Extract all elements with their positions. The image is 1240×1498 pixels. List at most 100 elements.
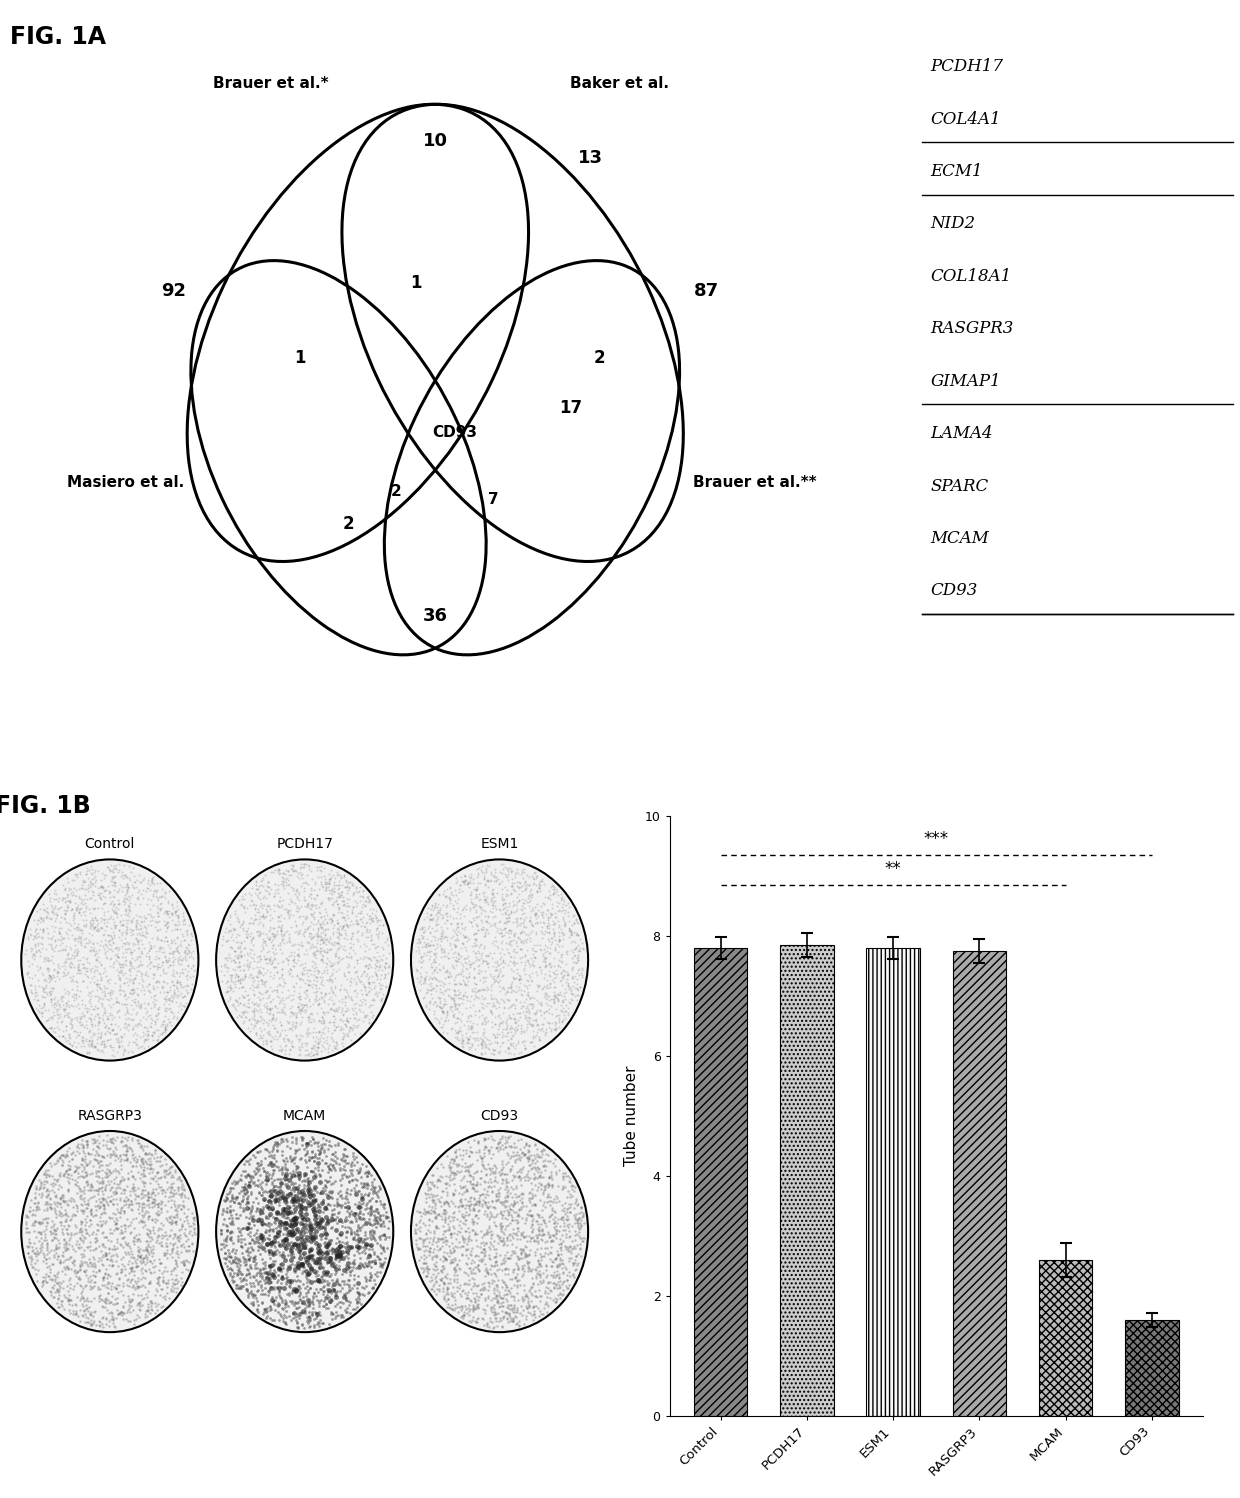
Point: [19, 948, 38, 972]
Bar: [694, 948, 748, 1416]
Point: [135, 1182, 155, 1206]
Point: [99, 954, 119, 978]
Point: [506, 1019, 526, 1043]
Point: [42, 1164, 62, 1188]
Point: [420, 965, 440, 989]
Point: [481, 1146, 501, 1170]
Point: [293, 956, 312, 980]
Point: [231, 893, 250, 917]
Point: [436, 1189, 456, 1213]
Point: [181, 1215, 201, 1239]
Point: [250, 987, 270, 1011]
Point: [299, 1170, 319, 1194]
Point: [232, 1276, 252, 1300]
Point: [79, 1207, 99, 1231]
Point: [26, 1240, 46, 1264]
Point: [553, 1248, 573, 1272]
Point: [522, 882, 542, 906]
Point: [123, 1275, 143, 1299]
Point: [512, 858, 532, 882]
Point: [489, 1188, 508, 1212]
Point: [175, 939, 195, 963]
Point: [237, 1272, 257, 1296]
Point: [68, 992, 88, 1016]
Point: [497, 1008, 517, 1032]
Point: [250, 996, 270, 1020]
Point: [238, 1263, 258, 1287]
Point: [471, 1032, 491, 1056]
Point: [231, 944, 250, 968]
Point: [299, 1131, 319, 1155]
Point: [155, 881, 175, 905]
Point: [73, 888, 93, 912]
Point: [362, 909, 382, 933]
Point: [463, 1212, 482, 1236]
Point: [103, 1308, 123, 1332]
Point: [491, 1215, 511, 1239]
Point: [115, 1126, 135, 1150]
Point: [154, 1010, 174, 1034]
Point: [441, 1248, 461, 1272]
Point: [31, 1173, 51, 1197]
Point: [427, 945, 446, 969]
Point: [41, 1239, 61, 1263]
Point: [246, 881, 265, 905]
Point: [355, 1255, 374, 1279]
Point: [501, 881, 521, 905]
Point: [304, 1260, 324, 1284]
Point: [551, 882, 570, 906]
Point: [454, 872, 474, 896]
Point: [286, 1309, 306, 1333]
Point: [115, 1143, 135, 1167]
Point: [257, 1180, 277, 1204]
Point: [112, 927, 131, 951]
Point: [269, 888, 289, 912]
Point: [234, 980, 254, 1004]
Point: [291, 875, 311, 899]
Point: [415, 1264, 435, 1288]
Point: [141, 926, 161, 950]
Point: [252, 1149, 272, 1173]
Point: [74, 1180, 94, 1204]
Point: [500, 950, 520, 974]
Point: [41, 932, 61, 956]
Point: [412, 935, 432, 959]
Point: [347, 1296, 367, 1320]
Point: [299, 1182, 319, 1206]
Point: [435, 1246, 455, 1270]
Point: [377, 927, 397, 951]
Point: [239, 962, 259, 986]
Point: [296, 896, 316, 920]
Point: [274, 1228, 294, 1252]
Point: [370, 975, 389, 999]
Point: [350, 945, 370, 969]
Point: [341, 947, 361, 971]
Point: [151, 1294, 171, 1318]
Point: [461, 1266, 481, 1290]
Point: [453, 954, 472, 978]
Point: [454, 1165, 474, 1189]
Point: [58, 882, 78, 906]
Point: [99, 1188, 119, 1212]
Point: [267, 1200, 286, 1224]
Point: [319, 968, 339, 992]
Point: [510, 890, 529, 914]
Point: [497, 1177, 517, 1201]
Point: [294, 1290, 314, 1314]
Point: [518, 1149, 538, 1173]
Point: [77, 996, 97, 1020]
Point: [315, 872, 335, 896]
Point: [522, 1303, 542, 1327]
Point: [556, 912, 575, 936]
Point: [104, 893, 124, 917]
Point: [19, 1230, 38, 1254]
Point: [114, 888, 134, 912]
Point: [475, 1029, 495, 1053]
Point: [104, 1275, 124, 1299]
Point: [277, 1134, 296, 1158]
Point: [93, 875, 113, 899]
Point: [482, 1189, 502, 1213]
Point: [520, 986, 539, 1010]
Point: [331, 884, 351, 908]
Point: [73, 1025, 93, 1049]
